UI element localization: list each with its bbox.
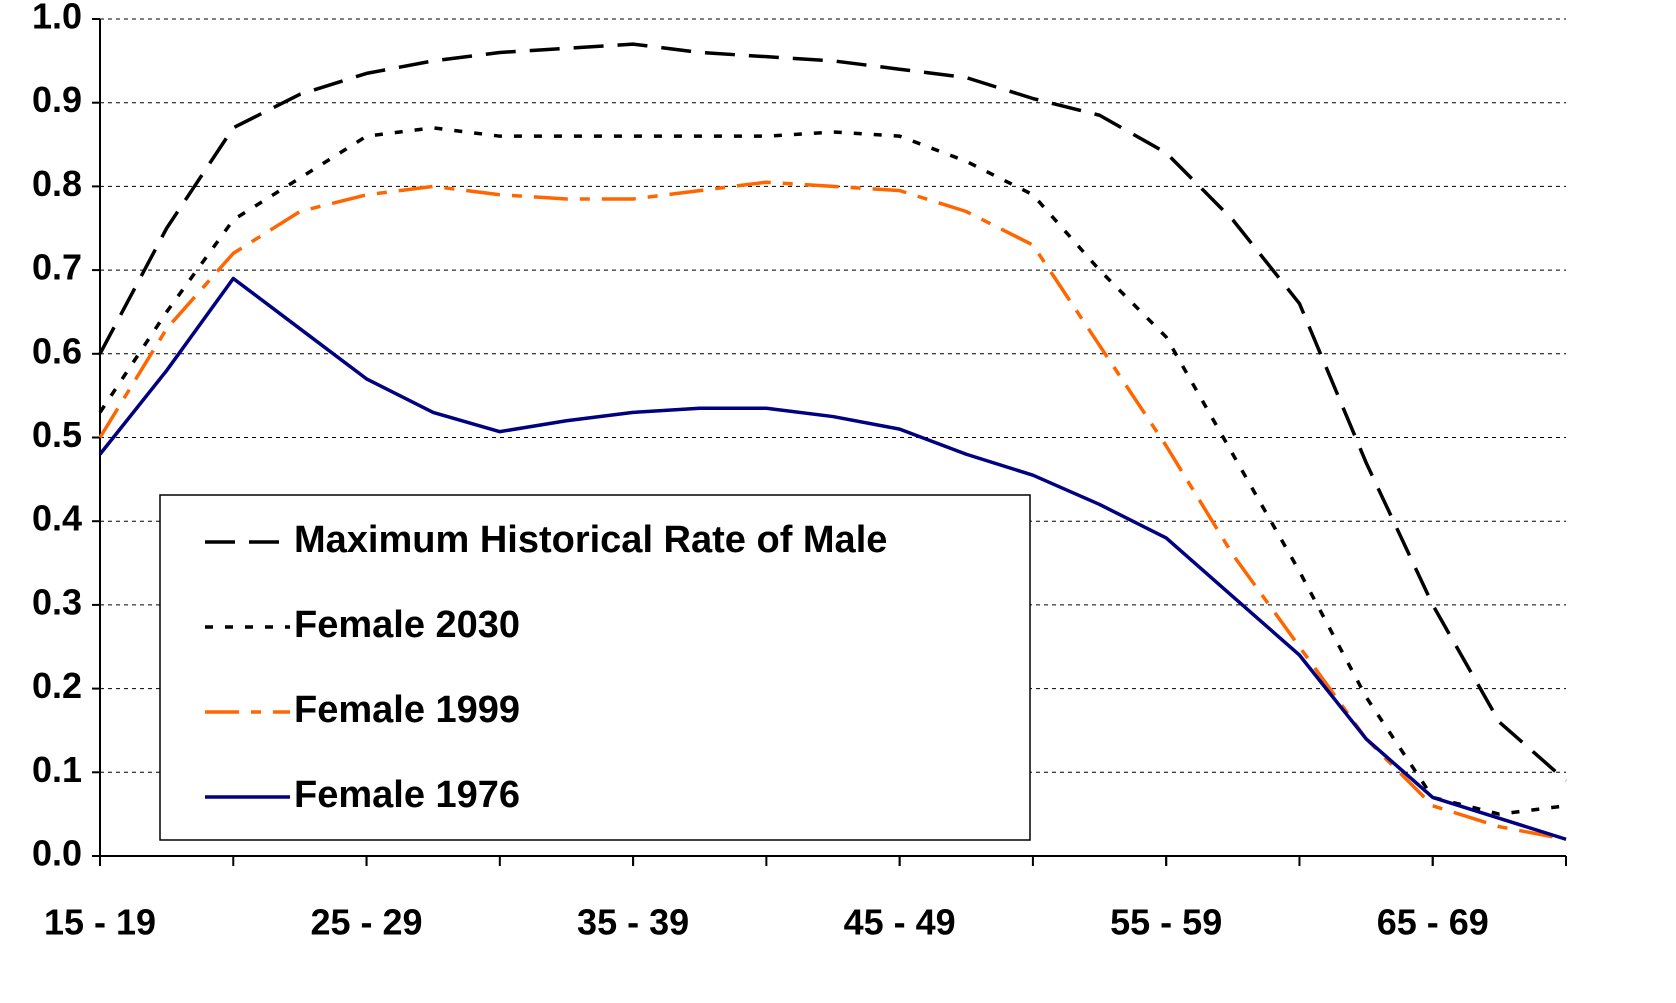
legend-label: Female 1999 <box>294 689 520 731</box>
legend-label: Maximum Historical Rate of Male <box>294 519 887 561</box>
series-line <box>98 126 1567 816</box>
y-tick-label: 1.0 <box>32 0 82 37</box>
x-tick-label: 65 - 69 <box>1377 902 1489 943</box>
x-tick-label: 25 - 29 <box>311 902 423 943</box>
x-tick-label: 35 - 39 <box>577 902 689 943</box>
y-tick-label: 0.5 <box>32 414 82 455</box>
x-tick-label: 15 - 19 <box>44 902 156 943</box>
y-tick-label: 0.0 <box>32 833 82 874</box>
x-tick-label: 45 - 49 <box>844 902 956 943</box>
y-tick-label: 0.3 <box>32 581 82 622</box>
y-tick-label: 0.7 <box>32 247 82 288</box>
y-tick-label: 0.8 <box>32 163 82 204</box>
series-line <box>98 276 1567 841</box>
series-line <box>98 180 1567 841</box>
legend-label: Female 2030 <box>294 604 520 646</box>
y-tick-label: 0.2 <box>32 665 82 706</box>
x-tick-label: 55 - 59 <box>1110 902 1222 943</box>
y-tick-label: 0.9 <box>32 79 82 120</box>
legend-label: Female 1976 <box>294 774 520 816</box>
y-tick-label: 0.1 <box>32 749 82 790</box>
y-tick-label: 0.6 <box>32 330 82 371</box>
y-tick-label: 0.4 <box>32 498 82 539</box>
legend: Maximum Historical Rate of Male Female 20… <box>159 494 1031 841</box>
legend-box <box>159 494 1031 841</box>
